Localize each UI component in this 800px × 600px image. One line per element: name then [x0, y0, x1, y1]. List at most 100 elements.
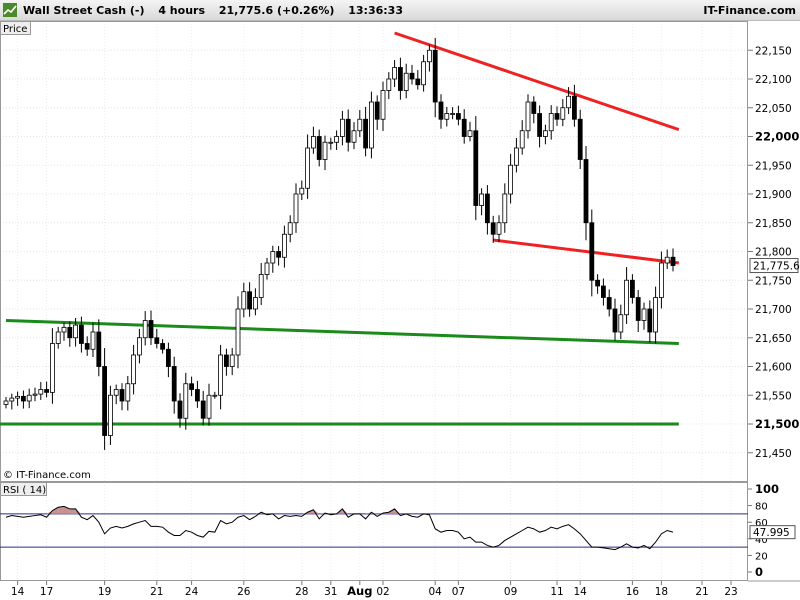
x-tick-label: 21 [695, 586, 708, 598]
candle-body [165, 348, 171, 367]
candle-body [67, 326, 73, 339]
y-tick-label: 21,550 [755, 390, 792, 402]
trendline [5, 319, 679, 345]
candle-body [281, 233, 287, 258]
candle-body [328, 141, 334, 144]
y-tick-label: 21,900 [755, 189, 792, 201]
y-tick-label: 21,850 [755, 218, 792, 230]
candle-body [84, 343, 90, 350]
x-tick-label: 14 [574, 586, 588, 598]
candle-body [44, 389, 49, 393]
candle-body [26, 394, 32, 402]
time: 13:36:33 [348, 4, 403, 17]
candle-body [490, 222, 496, 235]
candle-body [606, 297, 612, 310]
x-tick-label: 24 [185, 586, 199, 598]
candle-body [514, 147, 519, 166]
candle-body [90, 331, 96, 350]
trendline [394, 31, 680, 132]
candle-body [310, 136, 316, 149]
candle-body [113, 389, 119, 396]
x-tick-label: 28 [295, 586, 308, 598]
candle-body [502, 193, 508, 224]
candle-body [421, 61, 427, 86]
candle-body [560, 107, 566, 120]
watermark: © IT-Finance.com [3, 470, 91, 481]
rsi-line [5, 505, 674, 551]
candle-body [525, 101, 531, 132]
candle-body [73, 324, 78, 339]
x-tick-label: 07 [452, 586, 465, 598]
candle-body [618, 314, 624, 333]
candle-body [119, 389, 125, 402]
candle-body [38, 389, 44, 395]
candle-body [299, 187, 305, 195]
candle-body [484, 193, 490, 224]
candle-body [438, 101, 444, 120]
candle-body [252, 297, 258, 310]
last-rsi-label: 47.995 [753, 527, 790, 539]
rsi-panel-label: RSI ( 14) [3, 485, 46, 496]
candle-body [3, 400, 9, 405]
candle-body [455, 113, 461, 120]
rsi-tick-label: 100 [755, 482, 779, 496]
candle-body [316, 136, 322, 160]
timeframe: 4 hours [158, 4, 206, 17]
itf-logo-icon [3, 3, 17, 17]
candle-body [496, 222, 502, 235]
candle-body [171, 366, 177, 402]
candle-body [374, 101, 380, 120]
candle-body [548, 113, 554, 132]
candle-body [624, 279, 629, 316]
rsi-tick-label: 0 [755, 565, 763, 579]
candle-body [206, 394, 212, 419]
candle-body [258, 274, 264, 298]
candle-body [612, 308, 618, 333]
y-tick-label: 21,500 [755, 417, 799, 431]
candle-body [479, 193, 485, 206]
candle-body [635, 297, 641, 321]
candle-body [595, 279, 600, 287]
candle-body [566, 95, 571, 109]
candle-body [334, 136, 340, 143]
y-tick-label: 22,100 [755, 74, 792, 86]
candle-body [351, 130, 357, 143]
candle-body [630, 279, 635, 298]
rsi-tick-label: 60 [755, 518, 768, 529]
candle-body [9, 397, 15, 402]
x-tick-label: 26 [237, 586, 251, 598]
candle-body [508, 164, 514, 195]
candle-body [537, 113, 542, 137]
candle-body [380, 90, 386, 120]
candle-body [108, 394, 113, 436]
candle-body [293, 193, 299, 224]
candle-body [270, 251, 276, 264]
candle-body [450, 113, 456, 115]
candle-body [136, 337, 142, 356]
candle-body [194, 389, 200, 402]
chart-header: Wall Street Cash (-) 4 hours 21,775.6 (+… [0, 0, 800, 21]
candle-body [96, 331, 102, 367]
candle-body [339, 118, 345, 137]
candle-body [247, 291, 253, 310]
x-tick-label: 23 [724, 586, 737, 598]
candle-body [200, 400, 206, 419]
candle-body [305, 147, 311, 189]
candle-body [183, 383, 189, 419]
candle-body [287, 222, 293, 235]
candle-body [473, 130, 479, 206]
x-tick-label: 19 [98, 586, 111, 598]
y-tick-label: 22,150 [755, 45, 792, 57]
x-tick-label: 02 [376, 586, 389, 598]
rsi-tick-label: 80 [755, 502, 768, 513]
candle-body [160, 343, 166, 350]
x-tick-label: 11 [550, 586, 563, 598]
candle-body [55, 331, 61, 344]
last-rsi-marker: 47.995 [749, 525, 796, 540]
instrument-name: Wall Street Cash (-) [23, 4, 145, 17]
y-tick-label: 21,650 [755, 333, 792, 345]
x-tick-label: 31 [324, 586, 337, 598]
candle-body [15, 395, 21, 399]
candle-body [61, 326, 67, 333]
x-tick-label: 04 [429, 586, 443, 598]
